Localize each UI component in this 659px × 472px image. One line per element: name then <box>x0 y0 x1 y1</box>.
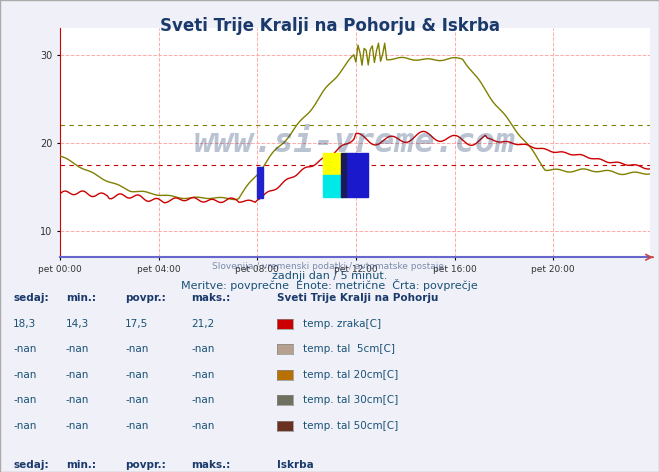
Text: temp. tal 50cm[C]: temp. tal 50cm[C] <box>303 421 399 431</box>
Text: -nan: -nan <box>125 395 148 405</box>
Text: temp. zraka[C]: temp. zraka[C] <box>303 319 382 329</box>
Text: min.:: min.: <box>66 293 96 303</box>
Text: min.:: min.: <box>66 460 96 471</box>
Text: -nan: -nan <box>13 344 36 354</box>
Text: sedaj:: sedaj: <box>13 293 49 303</box>
Text: temp. tal 30cm[C]: temp. tal 30cm[C] <box>303 395 399 405</box>
Text: Sveti Trije Kralji na Pohorju & Iskrba: Sveti Trije Kralji na Pohorju & Iskrba <box>159 17 500 35</box>
Bar <box>345 153 368 197</box>
Text: maks.:: maks.: <box>191 293 231 303</box>
Text: povpr.:: povpr.: <box>125 460 166 471</box>
Text: Slovenija / vremenski podatki / avtomatske postaje.: Slovenija / vremenski podatki / avtomats… <box>212 262 447 271</box>
Text: Meritve: povprečne  Enote: metrične  Črta: povprečje: Meritve: povprečne Enote: metrične Črta:… <box>181 279 478 291</box>
Text: temp. tal  5cm[C]: temp. tal 5cm[C] <box>303 344 395 354</box>
Text: -nan: -nan <box>66 421 89 431</box>
Text: -nan: -nan <box>191 370 214 380</box>
Bar <box>257 168 264 198</box>
Text: 17,5: 17,5 <box>125 319 148 329</box>
Bar <box>341 153 345 197</box>
Text: -nan: -nan <box>66 370 89 380</box>
Text: -nan: -nan <box>125 370 148 380</box>
Text: 18,3: 18,3 <box>13 319 36 329</box>
Text: povpr.:: povpr.: <box>125 293 166 303</box>
Text: -nan: -nan <box>66 395 89 405</box>
Text: -nan: -nan <box>191 395 214 405</box>
Text: sedaj:: sedaj: <box>13 460 49 471</box>
Text: -nan: -nan <box>191 344 214 354</box>
Text: -nan: -nan <box>191 421 214 431</box>
Text: Sveti Trije Kralji na Pohorju: Sveti Trije Kralji na Pohorju <box>277 293 438 303</box>
Text: -nan: -nan <box>125 421 148 431</box>
Text: Iskrba: Iskrba <box>277 460 314 471</box>
Text: 14,3: 14,3 <box>66 319 89 329</box>
Text: maks.:: maks.: <box>191 460 231 471</box>
Text: temp. tal 20cm[C]: temp. tal 20cm[C] <box>303 370 399 380</box>
Bar <box>323 153 343 176</box>
Text: 21,2: 21,2 <box>191 319 214 329</box>
Text: -nan: -nan <box>125 344 148 354</box>
Text: -nan: -nan <box>13 421 36 431</box>
Text: -nan: -nan <box>13 370 36 380</box>
Text: -nan: -nan <box>66 344 89 354</box>
Text: -nan: -nan <box>13 395 36 405</box>
Text: zadnji dan / 5 minut.: zadnji dan / 5 minut. <box>272 271 387 281</box>
Bar <box>323 176 343 197</box>
Text: www.si-vreme.com: www.si-vreme.com <box>194 126 516 159</box>
